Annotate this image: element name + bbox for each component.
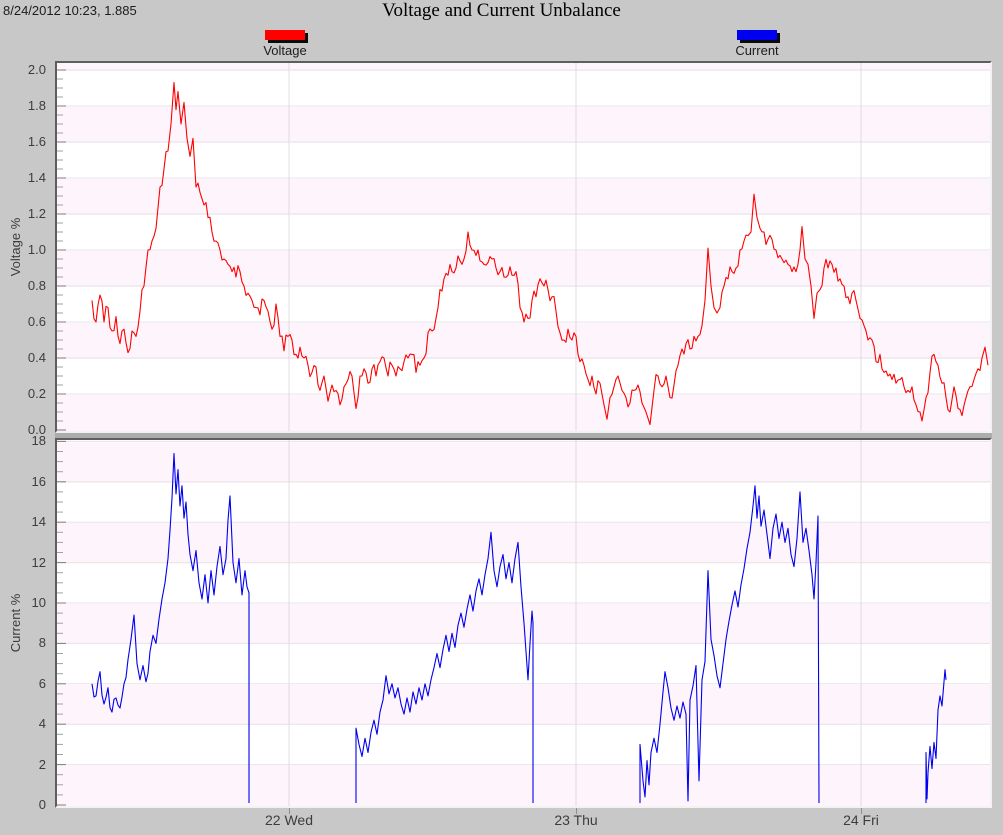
y-tick-label: 1.0 <box>27 242 46 257</box>
x-day-tick <box>576 808 577 814</box>
y-tick-label: 2.0 <box>27 62 46 77</box>
y-tick-label: 1.8 <box>27 98 46 113</box>
y-tick-label: 10 <box>31 595 46 610</box>
current-series-line <box>355 531 534 803</box>
y-tick-label: 0.2 <box>27 386 46 401</box>
current-plot-canvas[interactable] <box>57 440 990 806</box>
y-tick-label: 0.0 <box>27 422 46 437</box>
y-tick-label: 0.8 <box>27 278 46 293</box>
current-series-line <box>925 669 947 803</box>
legend-current[interactable]: Current <box>712 30 802 58</box>
x-day-tick <box>861 808 862 814</box>
x-day-tick <box>289 808 290 814</box>
current-legend-swatch <box>737 30 777 40</box>
x-day-label: 24 Fri <box>843 812 879 828</box>
legend-voltage[interactable]: Voltage <box>240 30 330 58</box>
x-day-label: 23 Thu <box>554 812 598 828</box>
current-series-line <box>91 452 250 803</box>
y-tick-label: 1.4 <box>27 170 46 185</box>
voltage-series-line <box>91 82 989 426</box>
y-tick-label: 6 <box>38 675 46 691</box>
voltage-plot <box>55 61 992 433</box>
y-tick-label: 16 <box>31 473 46 489</box>
y-tick-label: 1.6 <box>27 134 46 149</box>
plot-separator <box>55 433 992 438</box>
y-tick-label: 0 <box>38 797 46 812</box>
y-tick-label: 14 <box>31 514 46 530</box>
page-title: Voltage and Current Unbalance <box>382 0 621 21</box>
y-tick-label: 12 <box>31 554 46 570</box>
y-tick-label: 0.6 <box>27 314 46 329</box>
y-tick-label: 18 <box>31 433 46 449</box>
x-day-label: 22 Wed <box>265 812 313 828</box>
voltage-legend-label: Voltage <box>263 43 307 58</box>
current-axis-title: Current % <box>8 593 23 653</box>
y-tick-label: 0.4 <box>27 350 46 365</box>
y-tick-label: 1.2 <box>27 206 46 221</box>
y-tick-label: 4 <box>38 716 46 732</box>
current-series-svg <box>57 440 990 806</box>
current-series-line <box>639 485 820 804</box>
current-plot <box>55 438 992 808</box>
voltage-series-svg <box>57 63 990 431</box>
y-tick-label: 8 <box>38 635 46 651</box>
current-legend-label: Current <box>735 43 779 58</box>
voltage-legend-swatch <box>265 30 305 40</box>
cursor-readout: 8/24/2012 10:23, 1.885 <box>3 3 137 18</box>
voltage-plot-canvas[interactable] <box>57 63 990 431</box>
y-tick-label: 2 <box>38 756 46 772</box>
